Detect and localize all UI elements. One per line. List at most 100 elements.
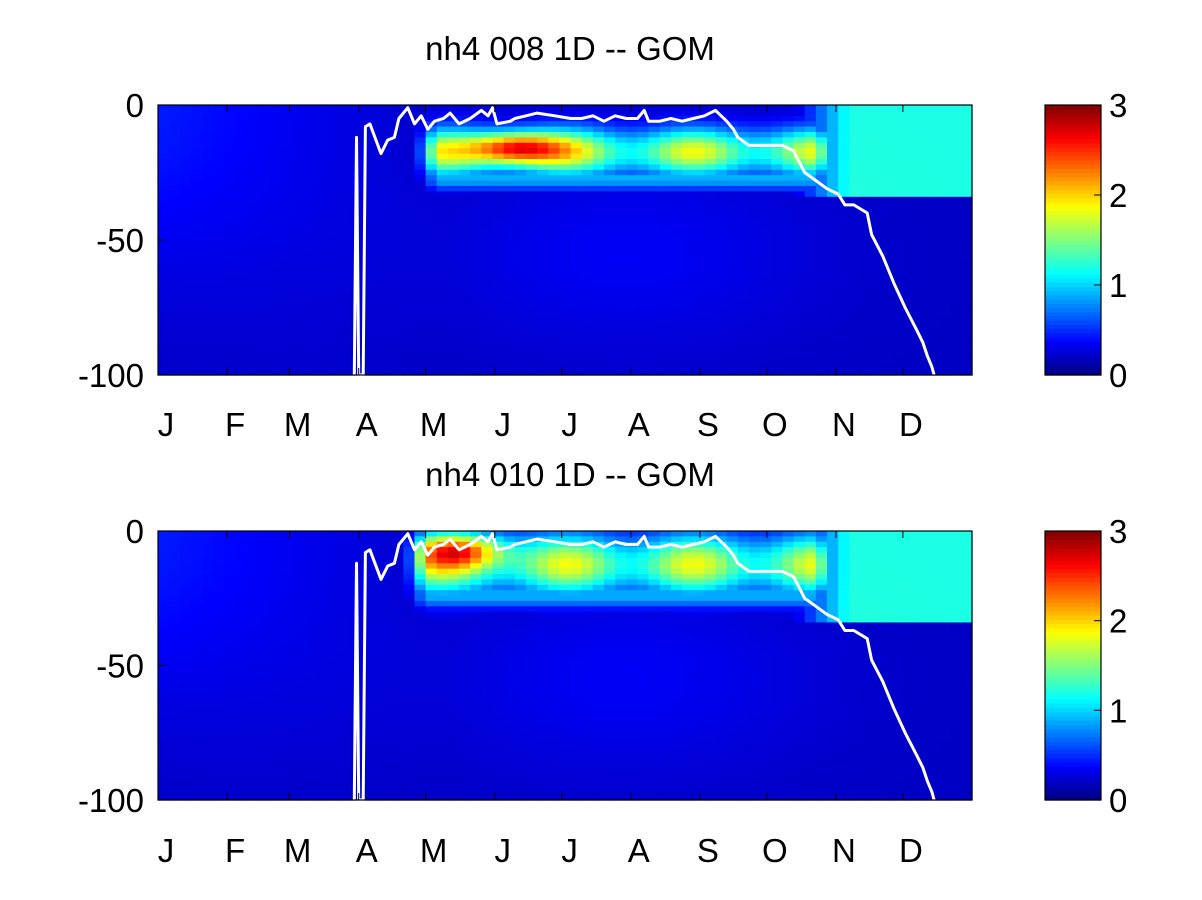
heatmap-cell <box>224 660 237 667</box>
heatmap-cell <box>849 326 862 333</box>
heatmap-cell <box>302 579 315 586</box>
heatmap-cell <box>860 310 873 317</box>
heatmap-cell <box>447 148 460 155</box>
heatmap-cell <box>158 600 170 607</box>
heatmap-cell <box>648 148 661 155</box>
heatmap-cell <box>269 536 282 543</box>
heatmap-cell <box>760 229 772 236</box>
heatmap-cell <box>269 321 282 327</box>
heatmap-cell <box>927 115 940 122</box>
heatmap-cell <box>459 283 471 290</box>
heatmap-cell <box>514 288 527 295</box>
heatmap-cell <box>269 283 282 290</box>
heatmap-cell <box>949 137 962 144</box>
heatmap-cell <box>782 234 795 241</box>
heatmap-cell <box>392 164 404 171</box>
heatmap-cell <box>459 240 471 246</box>
heatmap-cell <box>403 713 416 720</box>
heatmap-cell <box>760 326 772 333</box>
heatmap-cell <box>414 600 427 607</box>
heatmap-cell <box>325 595 338 602</box>
heatmap-cell <box>247 186 259 192</box>
heatmap-cell <box>213 547 226 554</box>
heatmap-cell <box>291 369 304 376</box>
heatmap-cell <box>191 584 204 591</box>
heatmap-cell <box>247 627 259 634</box>
heatmap-cell <box>336 643 349 650</box>
heatmap-cell <box>191 789 204 796</box>
heatmap-cell <box>314 142 326 149</box>
heatmap-cell <box>392 703 404 710</box>
heatmap-cell <box>492 126 505 133</box>
heatmap-cell <box>459 310 471 317</box>
heatmap-cell <box>347 207 360 214</box>
heatmap-cell <box>827 115 839 122</box>
heatmap-cell <box>525 137 538 144</box>
heatmap-cell <box>459 186 471 192</box>
heatmap-cell <box>537 202 549 209</box>
heatmap-cell <box>258 778 271 785</box>
heatmap-cell <box>592 331 605 338</box>
heatmap-cell <box>804 321 817 327</box>
heatmap-cell <box>425 267 438 273</box>
heatmap-cell <box>202 687 215 693</box>
heatmap-cell <box>860 321 873 327</box>
heatmap-cell <box>191 574 204 581</box>
heatmap-cell <box>369 132 382 138</box>
heatmap-cell <box>336 310 349 317</box>
heatmap-cell <box>336 245 349 252</box>
heatmap-cell <box>336 294 349 300</box>
colorbar-swatch <box>1045 151 1101 157</box>
heatmap-cell <box>492 105 505 111</box>
heatmap-cell <box>224 767 237 774</box>
heatmap-cell <box>637 196 650 203</box>
heatmap-cell <box>771 250 784 257</box>
heatmap-cell <box>481 342 494 349</box>
heatmap-cell <box>258 703 271 710</box>
heatmap-cell <box>503 331 516 338</box>
heatmap-cell <box>392 234 404 241</box>
heatmap-cell <box>748 229 761 236</box>
heatmap-cell <box>425 595 438 602</box>
heatmap-cell <box>236 789 248 796</box>
heatmap-cell <box>503 234 516 241</box>
heatmap-cell <box>615 115 627 122</box>
heatmap-cell <box>169 789 181 796</box>
heatmap-cell <box>302 649 315 656</box>
heatmap-cell <box>202 369 215 376</box>
heatmap-cell <box>392 169 404 176</box>
heatmap-cell <box>202 606 215 613</box>
heatmap-cell <box>213 369 226 376</box>
heatmap-cell <box>447 121 460 128</box>
heatmap-cell <box>949 353 962 360</box>
heatmap-cell <box>291 557 304 564</box>
heatmap-cell <box>447 191 460 198</box>
heatmap-cell <box>525 148 538 155</box>
heatmap-cell <box>169 191 181 198</box>
heatmap-cell <box>158 735 170 742</box>
heatmap-cell <box>202 670 215 677</box>
heatmap-cell <box>682 277 694 284</box>
heatmap-cell <box>470 310 482 317</box>
heatmap-cell <box>559 256 572 263</box>
heatmap-cell <box>827 364 839 371</box>
heatmap-cell <box>325 294 338 300</box>
heatmap-cell <box>403 272 416 279</box>
heatmap-cell <box>403 767 416 774</box>
heatmap-cell <box>815 196 828 203</box>
heatmap-cell <box>815 256 828 263</box>
heatmap-cell <box>414 703 427 710</box>
heatmap-cell <box>715 250 728 257</box>
heatmap-cell <box>670 256 683 263</box>
heatmap-cell <box>804 267 817 273</box>
heatmap-cell <box>269 762 282 769</box>
heatmap-cell <box>470 326 482 333</box>
heatmap-cell <box>659 180 672 187</box>
heatmap-cell <box>470 337 482 344</box>
heatmap-cell <box>470 267 482 273</box>
heatmap-cell <box>213 191 226 198</box>
heatmap-cell <box>525 348 538 354</box>
heatmap-cell <box>347 600 360 607</box>
heatmap-cell <box>336 627 349 634</box>
heatmap-cell <box>748 321 761 327</box>
